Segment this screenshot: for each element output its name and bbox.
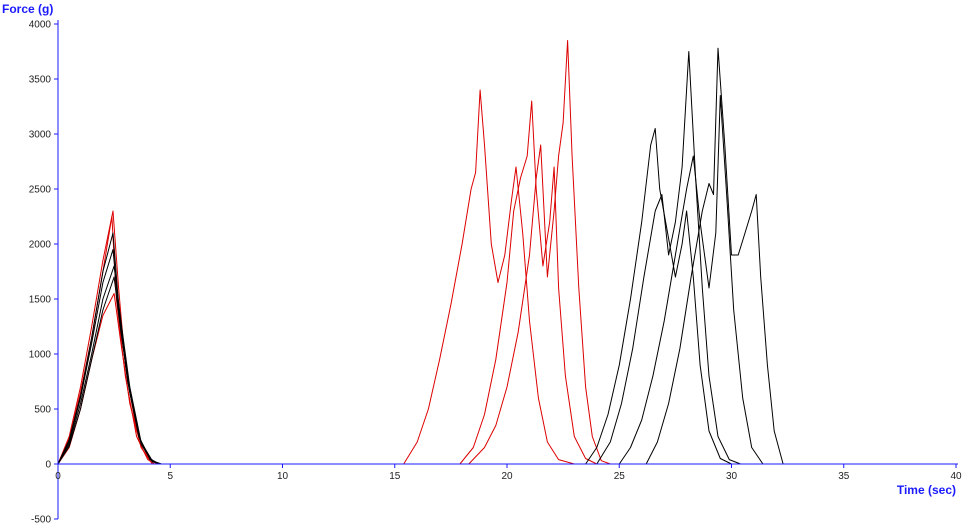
- y-tick-label: 3500: [29, 75, 52, 86]
- chart-marks: [57, 40, 784, 465]
- y-tick-label: 1000: [29, 350, 52, 361]
- series-line-14: [645, 47, 784, 465]
- x-tick-label: 5: [167, 471, 173, 482]
- y-tick-label: 2000: [29, 240, 52, 251]
- series-line-11: [585, 128, 732, 465]
- x-tick-label: 25: [614, 471, 626, 482]
- y-tick-label: 2500: [29, 185, 52, 196]
- y-tick-label: 0: [45, 460, 51, 471]
- y-axis-title: Force (g): [2, 2, 53, 16]
- series-line-8: [403, 89, 575, 465]
- series-line-9: [459, 100, 598, 465]
- y-tick-label: 3000: [29, 130, 52, 141]
- y-tick-label: -500: [31, 515, 51, 524]
- x-tick-label: 15: [389, 471, 401, 482]
- x-tick-label: 35: [838, 471, 850, 482]
- x-tick-label: 20: [501, 471, 513, 482]
- series-line-6: [57, 232, 160, 465]
- series-line-7: [57, 276, 162, 465]
- series-line-10: [468, 40, 611, 465]
- x-tick-label: 0: [55, 471, 61, 482]
- series-line-12: [596, 51, 741, 465]
- series-line-3: [57, 293, 153, 465]
- y-tick-label: 1500: [29, 295, 52, 306]
- x-tick-label: 30: [726, 471, 738, 482]
- chart-axes: -500 0 500 1000 1500 2000 2500 3000 3500 4000 0 5 10…: [29, 20, 962, 524]
- x-tick-label: 40: [950, 471, 962, 482]
- y-tick-label: 500: [34, 405, 51, 416]
- x-axis-title: Time (sec): [897, 483, 956, 497]
- x-tick-label: 10: [277, 471, 289, 482]
- y-tick-label: 4000: [29, 20, 52, 31]
